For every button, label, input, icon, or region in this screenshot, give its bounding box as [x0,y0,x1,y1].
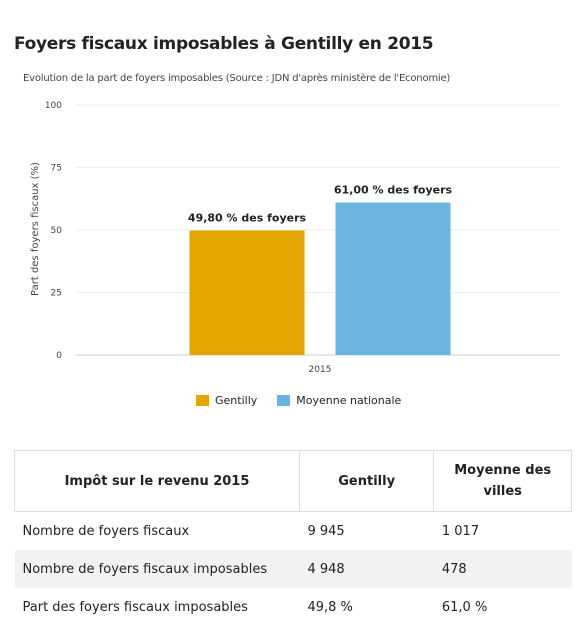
legend-label-gentilly: Gentilly [215,394,258,407]
page-title: Foyers fiscaux imposables à Gentilly en … [14,34,434,54]
table-cell: 4 948 [299,550,434,588]
table-cell: Part des foyers fiscaux imposables [22,599,248,615]
y-tick-label: 50 [51,226,63,236]
legend-label-moyenne-nationale: Moyenne nationale [296,394,402,407]
bar-chart: 0 25 50 75 100 Part des foyers fiscaux (%) 49,… [30,101,560,375]
table-cell: 478 [433,550,572,588]
legend-swatch-gentilly [196,395,209,406]
table-cell: Nombre de foyers fiscaux [22,523,190,539]
data-label: 61,00 % des foyers [334,184,453,197]
table-cell: Nombre de foyers fiscaux imposables [14,550,300,588]
legend-swatch-moyenne-nationale [277,395,291,406]
y-axis-label: Part des foyers fiscaux (%) [30,162,41,296]
legend-item-gentilly[interactable]: Gentilly [196,394,257,407]
chart-legend: Gentilly Moyenne nationale [196,394,421,407]
table-header-gentilly: Gentilly [298,450,435,512]
table-cell: 9 945 [307,523,345,539]
table-cell: 1 017 [441,523,480,539]
table-row: Nombre de foyers fiscaux 9 945 1 017 [15,512,572,551]
tax-table: Impôt sur le revenu 2015 Gentilly Moyenn… [14,450,572,626]
table-row: Part des foyers fiscaux imposables 49,8 … [15,588,572,626]
legend-item-moyenne-nationale[interactable]: Moyenne nationale [277,394,401,407]
table-cell: 49,8 % [307,599,353,615]
table-header-impot: Impôt sur le revenu 2015 [14,450,300,512]
data-label: 49,80 % des foyers [188,212,307,225]
y-tick-label: 0 [56,351,62,361]
table-cell: 61,0 % [441,599,488,615]
chart-subtitle: Evolution de la part de foyers imposable… [23,73,451,84]
table-header-row: Impôt sur le revenu 2015 Gentilly Moyenn… [14,450,572,512]
y-tick-label: 100 [45,101,62,111]
bar-gentilly [189,230,305,355]
x-tick-label: 2015 [309,365,332,375]
table-row: Nombre de foyers fiscaux imposables 4 94… [14,550,572,588]
table-header-moyenne: Moyenne des villes [433,450,572,512]
bar-moyenne-nationale [335,202,451,355]
y-tick-label: 75 [51,164,62,174]
y-tick-label: 25 [51,289,62,299]
